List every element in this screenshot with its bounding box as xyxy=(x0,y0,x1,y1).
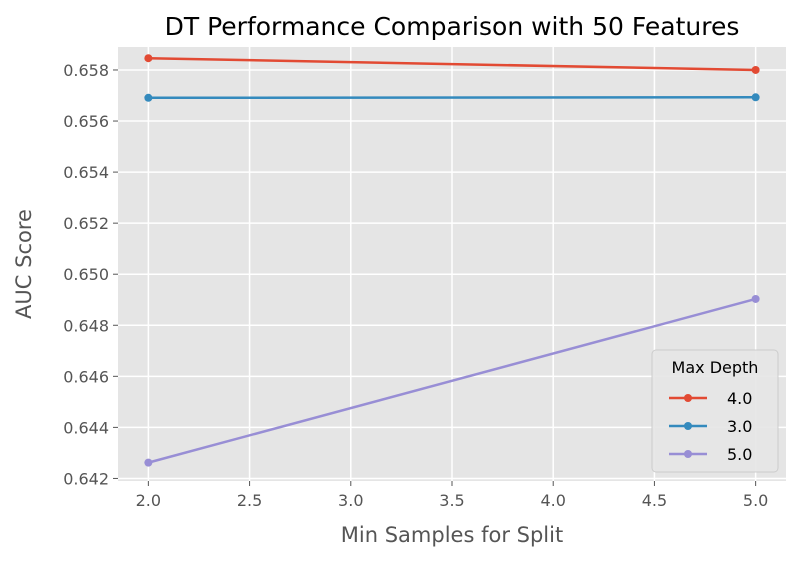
legend-swatch-marker xyxy=(684,422,692,430)
y-tick-label: 0.650 xyxy=(63,265,109,284)
x-tick-label: 5.0 xyxy=(743,491,768,510)
series-line xyxy=(148,96,756,100)
x-tick-label: 2.0 xyxy=(136,491,161,510)
data-point xyxy=(751,93,760,102)
series-line xyxy=(148,297,756,464)
data-point xyxy=(144,458,153,467)
legend-item: 5.0 xyxy=(669,445,752,464)
x-tick-label: 4.0 xyxy=(540,491,565,510)
data-point xyxy=(144,93,153,102)
legend-label: 5.0 xyxy=(727,445,752,464)
y-tick-label: 0.654 xyxy=(63,163,109,182)
legend: Max Depth 4.0 3.0 5.0 xyxy=(651,349,779,473)
data-point xyxy=(144,54,153,63)
y-tick-label: 0.656 xyxy=(63,112,109,131)
legend-box xyxy=(651,349,779,473)
legend-item: 4.0 xyxy=(669,389,752,408)
y-tick-label: 0.642 xyxy=(63,469,109,488)
legend-label: 3.0 xyxy=(727,417,752,436)
legend-item: 3.0 xyxy=(669,417,752,436)
x-tick-label: 4.5 xyxy=(642,491,667,510)
series-5-0 xyxy=(144,294,760,467)
x-tick-label: 3.0 xyxy=(338,491,363,510)
legend-title: Max Depth xyxy=(672,358,759,377)
ticks: 2.0 2.5 3.0 3.5 4.0 4.5 5.0 0.642 0.644 0.646 0.64… xyxy=(63,61,768,510)
series-line xyxy=(148,56,756,72)
y-tick-label: 0.648 xyxy=(63,316,109,335)
series-3-0 xyxy=(144,93,760,102)
y-tick-label: 0.652 xyxy=(63,214,109,233)
y-tick-label: 0.644 xyxy=(63,418,109,437)
x-axis-label: Min Samples for Split xyxy=(341,523,563,547)
series xyxy=(144,54,760,467)
x-tick-label: 3.5 xyxy=(439,491,464,510)
y-axis-label: AUC Score xyxy=(12,209,36,319)
legend-swatch-marker xyxy=(684,450,692,458)
y-tick-label: 0.646 xyxy=(63,367,109,386)
chart-title: DT Performance Comparison with 50 Featur… xyxy=(165,12,740,41)
legend-swatch-marker xyxy=(684,394,692,402)
y-tick-label: 0.658 xyxy=(63,61,109,80)
series-4-0 xyxy=(144,54,760,74)
x-tick-label: 2.5 xyxy=(237,491,262,510)
legend-label: 4.0 xyxy=(727,389,752,408)
data-point xyxy=(751,294,760,303)
data-point xyxy=(751,65,760,74)
